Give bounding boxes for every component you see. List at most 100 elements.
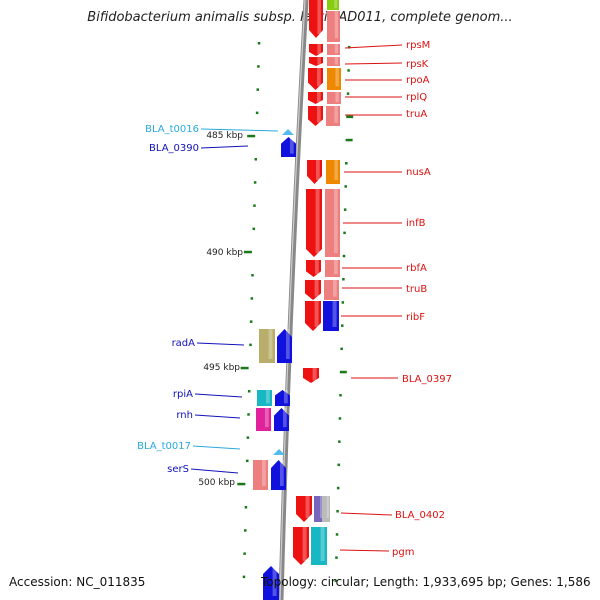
gene-label-truB[interactable]: truB xyxy=(406,284,427,295)
gene-BLA_0397-red xyxy=(303,368,319,383)
gene-radA-box xyxy=(259,329,275,363)
gene-label-rpsK[interactable]: rpsK xyxy=(406,59,429,70)
gene-radA-blue-sheen xyxy=(286,329,290,359)
gene-ribF-red xyxy=(305,301,321,331)
gene-rpsK-box xyxy=(327,44,340,55)
gene-pgm-box-sheen xyxy=(320,527,325,561)
gene-nusA-red xyxy=(307,160,322,184)
label-leaders xyxy=(190,44,403,552)
minor-tick xyxy=(245,459,249,463)
leader-left-5 xyxy=(192,445,241,450)
gene-features xyxy=(253,0,341,600)
gene-truA-red-sheen xyxy=(317,106,321,123)
major-tick xyxy=(237,482,246,486)
scale-label-490: 490 kbp xyxy=(206,248,243,258)
gene-rpiA-blue-sheen xyxy=(284,390,288,404)
gene-BLA_0402-grey-sheen xyxy=(326,496,329,518)
gene-label-BLA_0397[interactable]: BLA_0397 xyxy=(402,374,452,385)
gene-rpsK-red-sheen xyxy=(317,44,321,54)
gene-label-serS[interactable]: serS xyxy=(167,464,189,475)
minor-tick xyxy=(244,529,247,532)
gene-rpsM-red xyxy=(309,0,323,38)
minor-tick xyxy=(253,204,256,207)
leader-left-4 xyxy=(194,414,241,419)
gene-label-BLA_t0016[interactable]: BLA_t0016 xyxy=(145,124,199,135)
minor-tick xyxy=(242,575,246,579)
leader-right-12 xyxy=(339,549,390,552)
gene-infB-red-sheen xyxy=(315,189,320,253)
outer-tick xyxy=(342,254,346,258)
outer-tick xyxy=(335,533,339,536)
gene-label-BLA_0390[interactable]: BLA_0390 xyxy=(149,143,199,154)
gene-rpoA-red-sheen xyxy=(317,68,321,87)
outer-tick xyxy=(347,69,350,72)
gene-radA-box-sheen xyxy=(268,329,273,359)
outer-tick xyxy=(336,510,339,513)
gene-truA-box xyxy=(326,106,340,126)
gene-serS-blue-sheen xyxy=(280,460,284,486)
gene-truB-red-sheen xyxy=(314,280,319,297)
minor-tick xyxy=(253,181,257,184)
gene-BLA_t0017-trna xyxy=(273,449,285,455)
gene-truA-box-sheen xyxy=(334,106,338,123)
outer-tick xyxy=(335,556,338,559)
minor-tick xyxy=(252,227,256,231)
gene-truB-red xyxy=(305,280,321,300)
gene-label-rbfA[interactable]: rbfA xyxy=(406,263,427,274)
gene-rnh-blue xyxy=(274,408,289,431)
minor-tick xyxy=(247,390,251,393)
gene-ribF-box-sheen xyxy=(332,301,337,327)
gene-label-rpoA[interactable]: rpoA xyxy=(406,75,430,86)
gene-truA-red xyxy=(308,106,323,126)
gene-label-rpsM[interactable]: rpsM xyxy=(406,40,430,51)
backbone-line xyxy=(278,0,309,600)
minor-tick xyxy=(249,343,252,347)
gene-ribF-box xyxy=(323,301,339,331)
scale-label-485: 485 kbp xyxy=(206,131,243,141)
gene-infB-red xyxy=(306,189,322,257)
gene-rpoA-box-sheen xyxy=(335,68,339,87)
leader-left-3 xyxy=(194,393,243,398)
left-gene-labels: BLA_t0016 BLA_0390 radA rpiA rnh BLA_t00… xyxy=(137,124,199,475)
gene-label-rplQ[interactable]: rplQ xyxy=(406,92,427,103)
outer-tick xyxy=(343,208,347,211)
outer-tick xyxy=(339,394,342,397)
major-tick xyxy=(243,250,252,254)
gene-label-nusA[interactable]: nusA xyxy=(406,167,431,178)
minor-tick xyxy=(255,111,259,115)
outer-tick xyxy=(346,92,350,95)
map-title: Bifidobacterium animalis subsp. lactis A… xyxy=(87,10,513,25)
gene-label-rnh[interactable]: rnh xyxy=(176,410,193,421)
gene-label-truA[interactable]: truA xyxy=(406,109,427,120)
scale-label-495: 495 kbp xyxy=(203,363,240,373)
gene-label-BLA_0402[interactable]: BLA_0402 xyxy=(395,510,445,521)
gene-rpsM-box xyxy=(327,11,340,42)
gene-truB-box-sheen xyxy=(333,280,337,297)
gene-BLA_t0016-trna xyxy=(282,129,294,135)
outer-tick xyxy=(336,486,340,490)
gene-rpiA-blue xyxy=(275,390,290,406)
gene-label-BLA_t0017[interactable]: BLA_t0017 xyxy=(137,441,191,452)
gene-label-rpiA[interactable]: rpiA xyxy=(173,389,193,400)
gene-rpsM-red-sheen xyxy=(317,0,321,34)
gene-label-radA[interactable]: radA xyxy=(172,338,196,349)
minor-tick xyxy=(257,42,261,45)
gene-rpoA-box-a-sheen xyxy=(334,57,339,65)
outer-tick xyxy=(345,162,348,165)
gene-infB-box-sheen xyxy=(334,189,338,253)
gene-label-pgm[interactable]: pgm xyxy=(392,547,414,558)
gene-BLA_0402-red xyxy=(296,496,312,522)
gene-label-ribF[interactable]: ribF xyxy=(406,312,425,323)
outer-tick xyxy=(338,417,342,420)
gene-rpsK-red xyxy=(309,44,323,56)
outer-tick xyxy=(338,440,341,443)
gene-label-infB[interactable]: infB xyxy=(406,218,426,229)
gene-rpiA-box-sheen xyxy=(266,390,270,404)
leader-left-1 xyxy=(200,145,249,149)
outer-tick xyxy=(337,463,341,467)
gene-truB-box xyxy=(324,280,339,300)
outer-tick xyxy=(340,347,343,351)
gene-rbfA-red xyxy=(306,260,321,277)
accession-text: Accession: NC_011835 xyxy=(9,575,146,589)
